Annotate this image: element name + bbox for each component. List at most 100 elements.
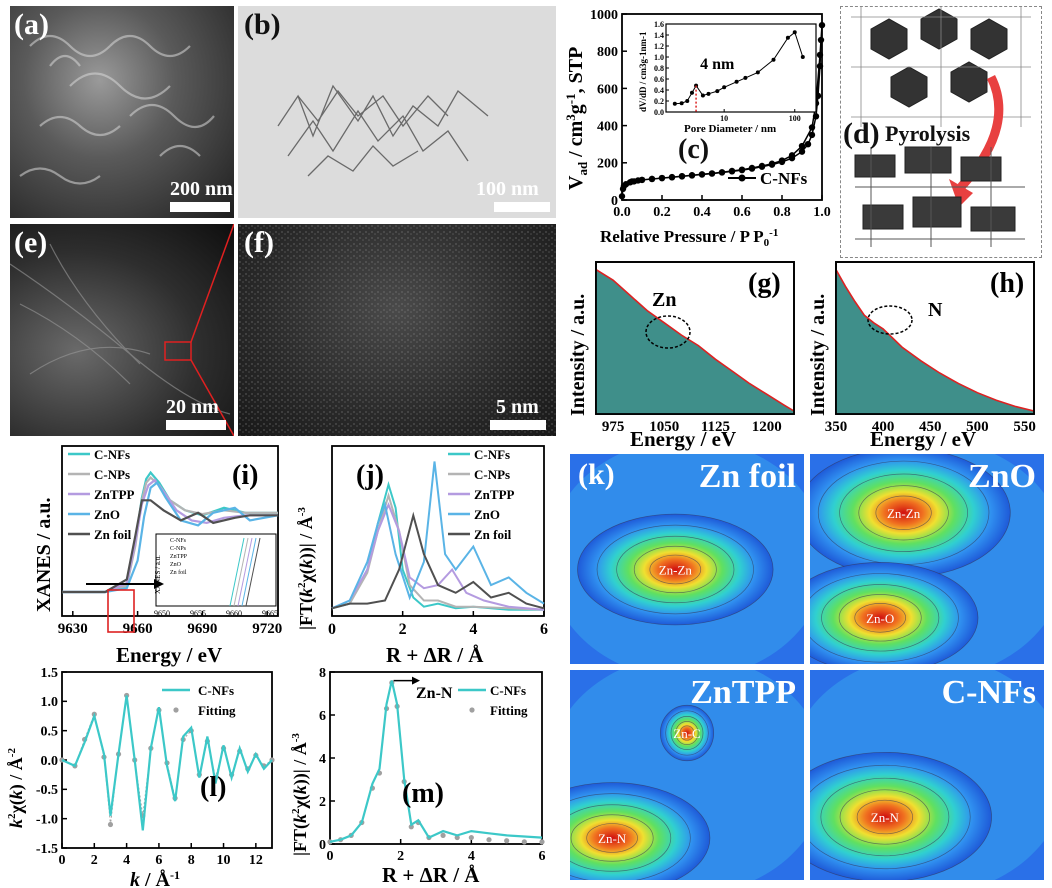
- y-tick-label: 400: [597, 120, 618, 135]
- j-xlabel: R + ΔR / Å: [386, 643, 484, 667]
- wavelet-peak-label: Zn-Zn: [887, 506, 921, 521]
- isotherm-point: [718, 169, 726, 176]
- panel-label-b: (b): [244, 8, 281, 41]
- x-tick-label: 2: [397, 849, 404, 864]
- scale-text-b: 100 nm: [476, 178, 539, 200]
- inset-x-tick-label: 9655: [190, 609, 206, 618]
- inset-point: [679, 101, 684, 106]
- c-legend: C-NFs: [760, 169, 808, 188]
- wavelet-contour: [810, 764, 971, 870]
- isotherm-point: [808, 124, 816, 131]
- fit-point: [504, 838, 510, 844]
- x-tick-label: 9660: [123, 621, 153, 637]
- y-tick-label: 600: [597, 82, 618, 97]
- ft-line: [331, 492, 545, 611]
- axis-frame: [61, 445, 279, 617]
- wavelet-peak-label: Zn-C: [673, 726, 700, 741]
- inset-line: [237, 537, 253, 607]
- pyrolysis-label: Pyrolysis: [885, 121, 971, 146]
- wavelet-contour: [854, 603, 906, 633]
- isotherm-point: [788, 152, 796, 159]
- wavelet-contour: [820, 777, 950, 857]
- inset-line: [229, 537, 245, 607]
- legend-label: ZnO: [474, 507, 500, 522]
- ft-line: [331, 511, 545, 610]
- wavelet-peak-label: Zn-Zn: [659, 563, 693, 578]
- x-tick-label: 9690: [187, 621, 217, 637]
- isotherm-point: [758, 162, 766, 170]
- wavelet-contour: [858, 485, 949, 541]
- panel-label-g: (g): [748, 268, 781, 299]
- isotherm-point: [817, 36, 825, 44]
- panel-label-l: (l): [200, 772, 226, 803]
- stem-image-f: (f) 5 nm: [238, 224, 556, 436]
- y-tick-label: -1.5: [36, 842, 58, 857]
- isotherm-point: [648, 175, 656, 183]
- isotherm-point: [668, 173, 676, 181]
- x-tick-label: 4: [123, 853, 130, 868]
- wavelet-contour: [586, 823, 638, 853]
- wavelet-peak: [577, 514, 774, 625]
- y-tick-label: 1.5: [41, 668, 59, 681]
- panel-label-c: (c): [678, 134, 709, 165]
- inset-frame: [665, 23, 817, 113]
- m-xlabel: R + ΔR / Å: [382, 863, 480, 887]
- isotherm-point: [768, 160, 776, 167]
- chart-c: 0.0 0.2 0.4 0.6 0.8 1.0 0 200 400 600 800 1000 0.0 0…: [563, 8, 831, 249]
- wavelet-contour: [649, 554, 702, 585]
- panel-label-d: (d): [843, 117, 880, 150]
- edx-area: [836, 269, 1034, 414]
- x-tick-label: 0: [328, 621, 336, 638]
- annotation-arrow-head: [412, 676, 420, 685]
- x-tick-label: 6: [540, 621, 548, 638]
- wavelet-map: Zn-Zn Zn-O: [810, 454, 1044, 664]
- j-ylabel: |FT(k2χ(k))| / Å-3: [296, 507, 317, 630]
- panel-label-k: (k): [578, 458, 615, 491]
- wavelet-peak-label: Zn-O: [866, 611, 894, 626]
- isotherm-point: [638, 176, 646, 184]
- x-tick-label: 2: [399, 621, 407, 638]
- inset-x-tick-label: 9665: [262, 609, 278, 618]
- x-tick-label: 0.6: [733, 205, 751, 220]
- edx-frame: [595, 261, 795, 415]
- edx-line: [835, 269, 1035, 412]
- cnfs-line: [329, 680, 543, 843]
- isotherm-point: [816, 62, 824, 70]
- isotherm-point: [658, 174, 666, 182]
- g-xlabel: Energy / eV: [630, 427, 736, 451]
- scale-text-e: 20 nm: [166, 396, 219, 418]
- panel-label-m: (m): [402, 778, 444, 809]
- axis-frame: [621, 13, 823, 201]
- tem-image-b: (b) 100 nm: [238, 6, 556, 218]
- isotherm-point: [798, 148, 806, 155]
- chart-l: 0 2 4 6 8 10 12 -1.5 -1.0 -0.5 0.0 0.5 1.0 1.5 C-NFs Fi…: [6, 668, 275, 888]
- x-tick-label: 4: [468, 849, 475, 864]
- i-ylabel: XANES / a.u.: [33, 498, 55, 612]
- wavelet-contour: [570, 804, 672, 872]
- y-tick-label: 0.0: [41, 754, 59, 769]
- isotherm-point: [698, 171, 706, 178]
- wavelet-contour: [616, 535, 735, 604]
- inset-ylabel: dV/dD / cm3g-1nm-1: [638, 31, 648, 112]
- wavelet-title: Zn foil: [698, 458, 796, 495]
- y-tick-label: 1.0: [41, 695, 59, 710]
- inset-xlabel: Pore Diameter / nm: [684, 123, 776, 135]
- isotherm-point: [818, 21, 826, 29]
- inset-y-tick-label: 0.2: [654, 97, 664, 106]
- inset-point: [700, 93, 705, 98]
- isotherm-point: [816, 51, 824, 59]
- wavelet-contour: [838, 594, 922, 642]
- inset-x-tick-label: 9660: [226, 609, 242, 618]
- inset-line: [233, 537, 249, 607]
- inset-legend-label: Zn foil: [170, 569, 187, 576]
- wavelet-peak-label: Zn-N: [871, 810, 900, 825]
- inset-line: [674, 31, 804, 105]
- inset-x-tick-label: 9650: [154, 609, 170, 618]
- x-tick-label: 1125: [701, 419, 730, 435]
- inset-y-tick-label: 1.2: [654, 42, 664, 51]
- g-annotation: Zn: [652, 289, 676, 311]
- inset-y-tick-label: 0.0: [654, 108, 664, 117]
- wavelet-peak: [810, 454, 1011, 578]
- wavelet-contour: [665, 710, 709, 756]
